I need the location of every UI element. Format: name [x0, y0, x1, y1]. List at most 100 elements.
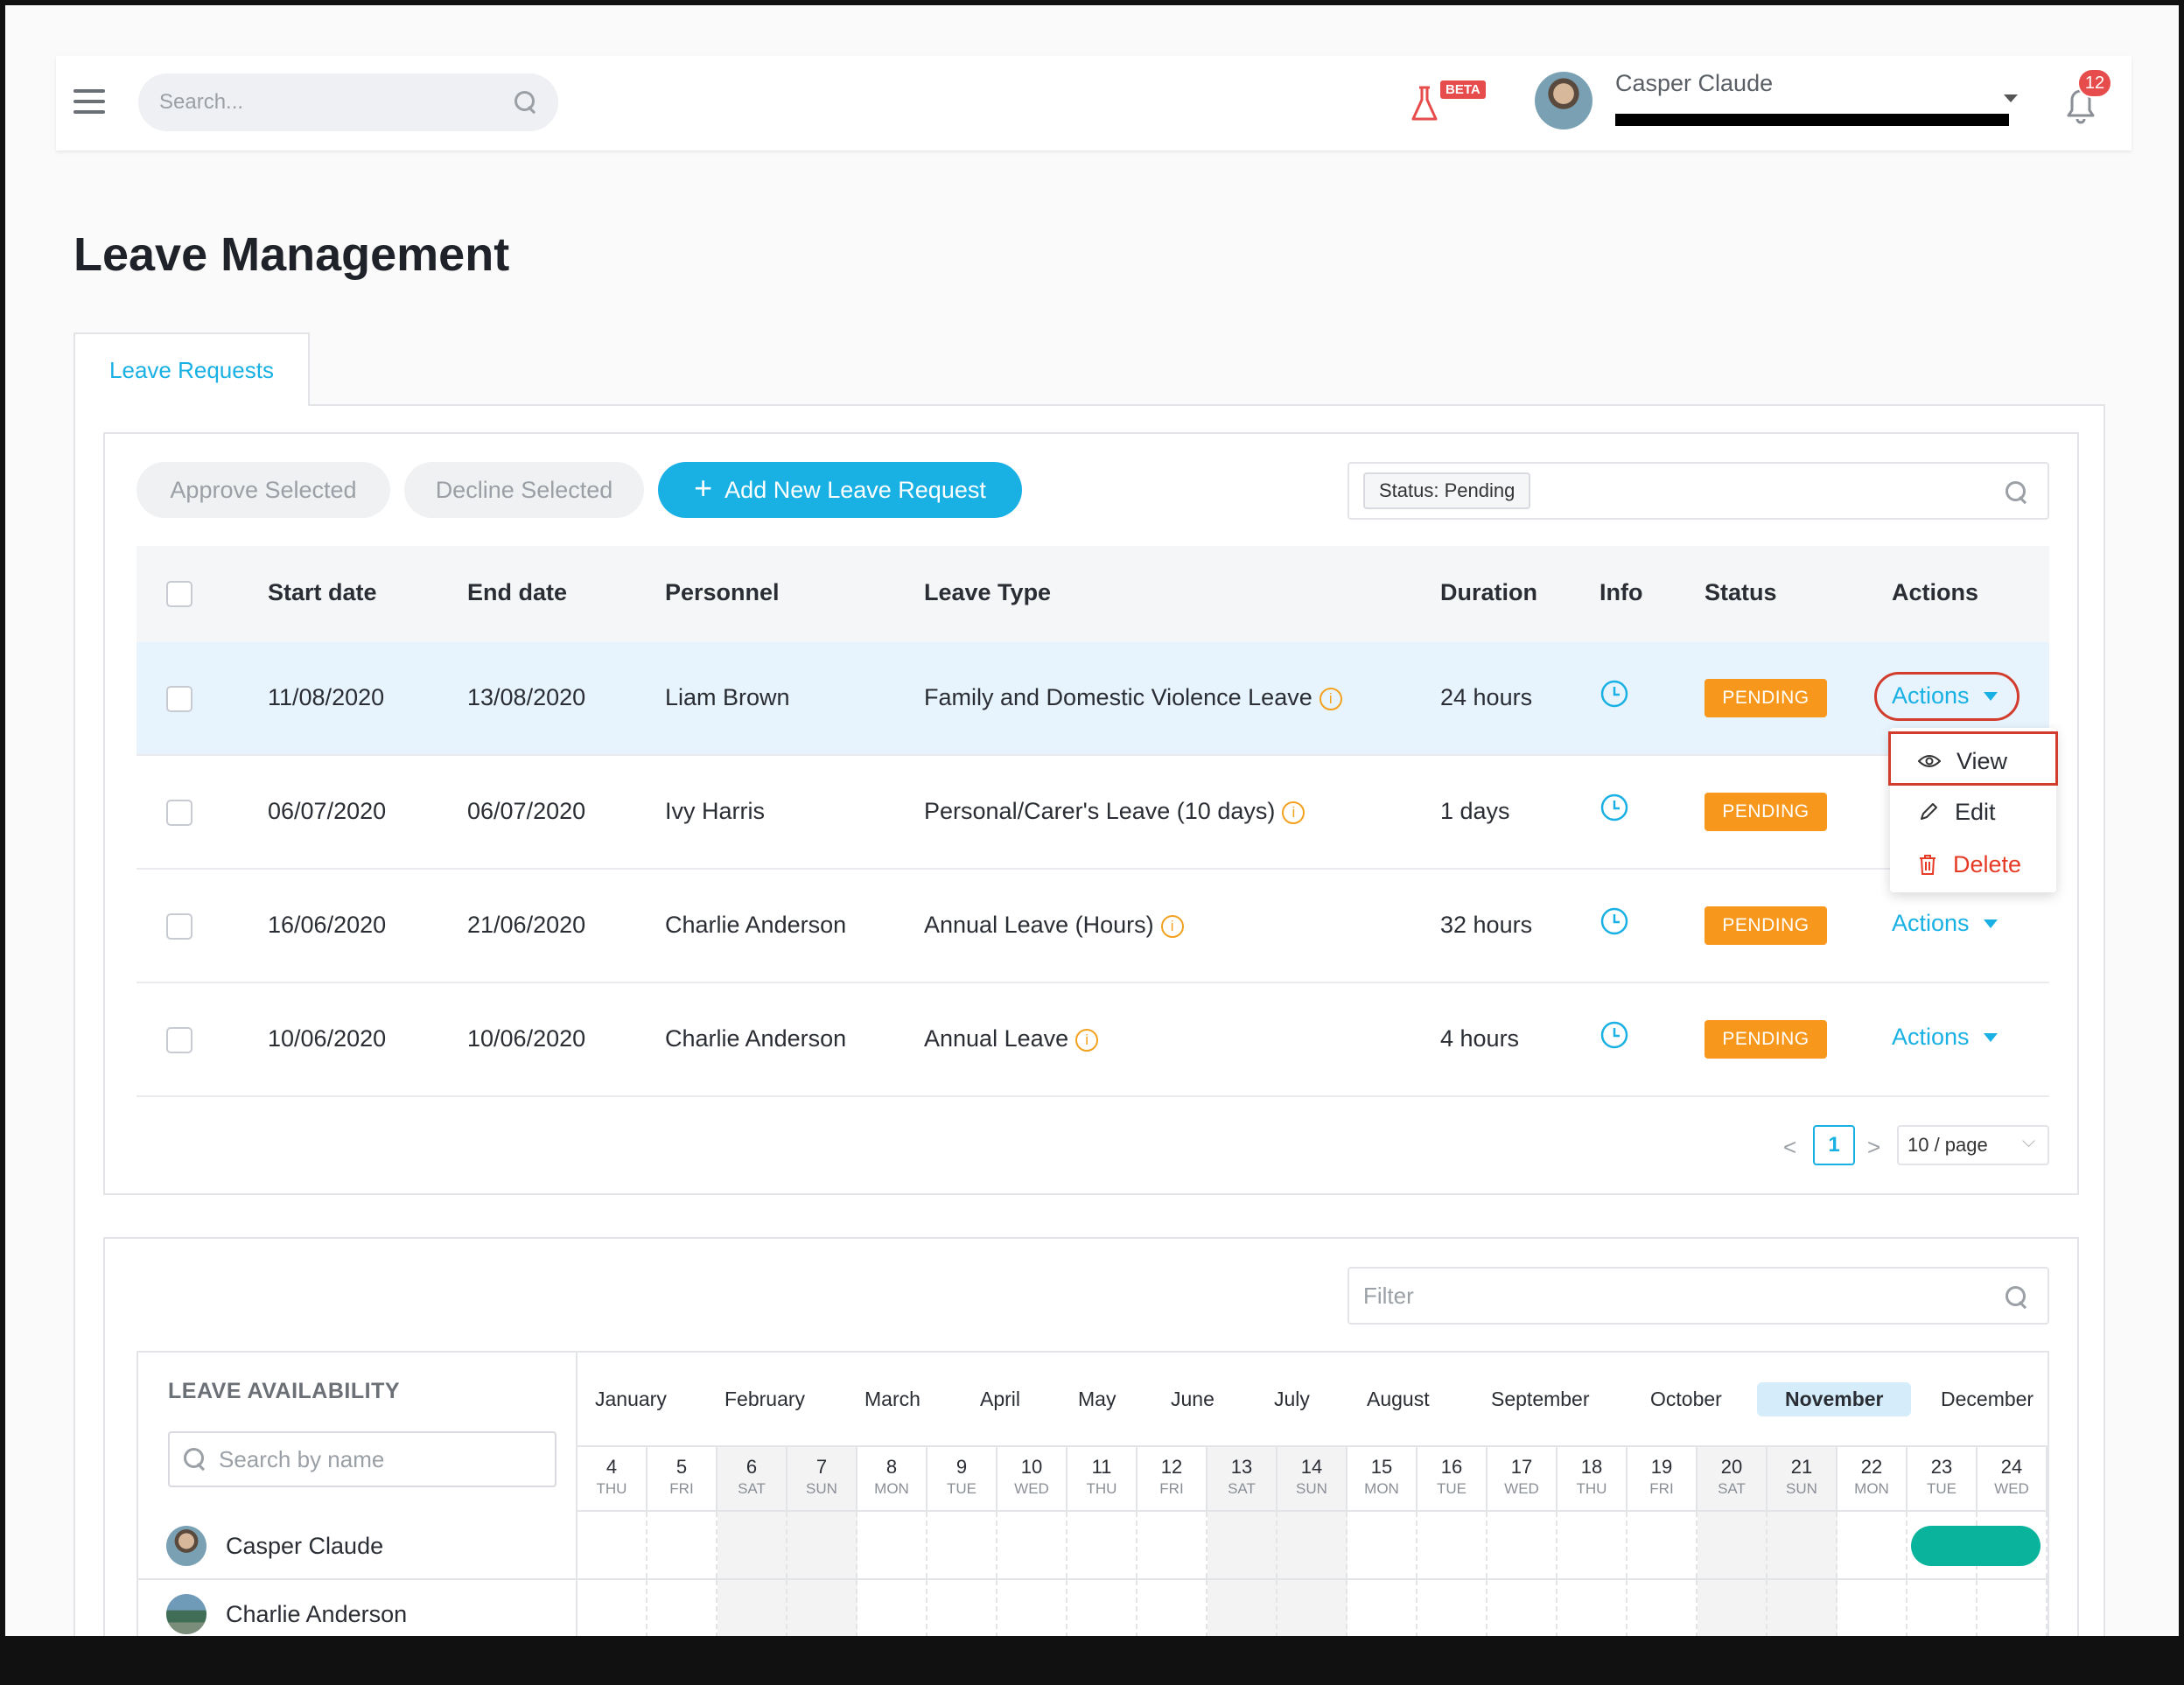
search-icon[interactable]	[2006, 1286, 2028, 1309]
month-tab[interactable]: February	[724, 1388, 806, 1410]
clock-icon[interactable]	[1600, 1020, 1629, 1050]
month-tab[interactable]: September	[1491, 1388, 1590, 1410]
add-leave-request-button[interactable]: + Add New Leave Request	[658, 462, 1022, 518]
table-row[interactable]: 10/06/2020 10/06/2020 Charlie Anderson A…	[136, 983, 2049, 1097]
col-leave-type[interactable]: Leave Type	[924, 579, 1052, 605]
availability-cell[interactable]	[718, 1580, 788, 1636]
availability-cell[interactable]	[1278, 1512, 1348, 1578]
availability-cell[interactable]	[1698, 1512, 1768, 1578]
availability-cell[interactable]	[858, 1580, 928, 1636]
actions-dropdown[interactable]: Actions	[1892, 910, 1998, 937]
availability-cell[interactable]	[1558, 1580, 1628, 1636]
info-icon[interactable]: i	[1075, 1029, 1099, 1052]
month-tab[interactable]: August	[1367, 1388, 1430, 1410]
approve-selected-button[interactable]: Approve Selected	[136, 462, 390, 518]
availability-cell[interactable]	[1838, 1580, 1908, 1636]
month-tab-active[interactable]: November	[1757, 1382, 1912, 1416]
month-tab[interactable]: December	[1941, 1388, 2034, 1410]
availability-cell[interactable]	[1908, 1580, 1978, 1636]
status-filter-tag[interactable]: Status: Pending	[1363, 472, 1531, 509]
availability-cell[interactable]	[1698, 1580, 1768, 1636]
clock-icon[interactable]	[1600, 793, 1629, 822]
table-row[interactable]: 16/06/2020 21/06/2020 Charlie Anderson A…	[136, 870, 2049, 983]
availability-cell[interactable]	[1978, 1580, 2048, 1636]
select-all-checkbox[interactable]	[166, 581, 192, 607]
availability-cell[interactable]	[1138, 1512, 1208, 1578]
availability-cell[interactable]	[1628, 1580, 1698, 1636]
availability-cell[interactable]	[1068, 1512, 1138, 1578]
info-icon[interactable]: i	[1282, 801, 1306, 824]
col-end-date[interactable]: End date	[467, 579, 568, 605]
availability-cell[interactable]	[788, 1512, 858, 1578]
availability-cell[interactable]	[1768, 1580, 1838, 1636]
search-icon[interactable]	[514, 91, 537, 114]
availability-cell[interactable]	[1488, 1580, 1558, 1636]
col-duration[interactable]: Duration	[1440, 579, 1537, 605]
availability-cell[interactable]	[1348, 1512, 1418, 1578]
info-icon[interactable]: i	[1319, 688, 1342, 710]
availability-cell[interactable]	[1418, 1580, 1488, 1636]
availability-cell[interactable]	[1278, 1580, 1348, 1636]
actions-dropdown[interactable]: Actions	[1892, 1024, 1998, 1051]
availability-cell[interactable]	[648, 1580, 718, 1636]
user-avatar[interactable]	[1535, 72, 1592, 129]
chevron-down-icon[interactable]	[2004, 94, 2018, 102]
row-checkbox[interactable]	[166, 686, 192, 712]
availability-cell[interactable]	[718, 1512, 788, 1578]
availability-cell[interactable]	[858, 1512, 928, 1578]
menu-item-delete[interactable]: Delete	[1890, 838, 2056, 891]
search-input[interactable]	[159, 90, 514, 115]
availability-filter[interactable]: Filter	[1348, 1267, 2049, 1325]
table-row[interactable]: 06/07/2020 06/07/2020 Ivy Harris Persona…	[136, 756, 2049, 870]
global-search[interactable]	[138, 73, 558, 131]
month-tab[interactable]: April	[980, 1388, 1021, 1410]
flask-icon[interactable]	[1409, 82, 1488, 126]
availability-cell[interactable]	[1208, 1580, 1278, 1636]
availability-cell[interactable]	[1138, 1580, 1208, 1636]
availability-cell[interactable]	[1628, 1512, 1698, 1578]
availability-cell[interactable]	[1558, 1512, 1628, 1578]
availability-cell[interactable]	[1418, 1512, 1488, 1578]
availability-cell[interactable]	[928, 1512, 998, 1578]
search-by-name-input[interactable]: Search by name	[168, 1431, 556, 1487]
info-icon[interactable]: i	[1160, 915, 1184, 938]
decline-selected-button[interactable]: Decline Selected	[404, 462, 644, 518]
availability-cell[interactable]	[1768, 1512, 1838, 1578]
status-filter-box[interactable]: Status: Pending	[1348, 462, 2049, 520]
availability-cell[interactable]	[1208, 1512, 1278, 1578]
pagination-current-page[interactable]: 1	[1813, 1125, 1855, 1165]
col-status[interactable]: Status	[1704, 579, 1777, 605]
availability-cell[interactable]	[1348, 1580, 1418, 1636]
month-tab[interactable]: May	[1078, 1388, 1116, 1410]
user-name[interactable]: Casper Claude	[1615, 70, 1774, 96]
availability-cell[interactable]	[1838, 1512, 1908, 1578]
availability-cell[interactable]	[998, 1512, 1068, 1578]
availability-cell[interactable]	[1978, 1512, 2048, 1578]
col-start-date[interactable]: Start date	[268, 579, 377, 605]
menu-icon[interactable]	[74, 89, 105, 115]
availability-cell[interactable]	[1068, 1580, 1138, 1636]
month-tab[interactable]: October	[1650, 1388, 1722, 1410]
month-tab[interactable]: June	[1171, 1388, 1214, 1410]
row-checkbox[interactable]	[166, 913, 192, 940]
search-icon[interactable]	[2006, 481, 2028, 504]
menu-item-edit[interactable]: Edit	[1890, 786, 2056, 838]
availability-cell[interactable]	[648, 1512, 718, 1578]
actions-dropdown[interactable]: Actions	[1892, 682, 1998, 710]
availability-cell[interactable]	[788, 1580, 858, 1636]
availability-cell[interactable]	[578, 1580, 648, 1636]
month-tab[interactable]: January	[595, 1388, 667, 1410]
next-page-icon[interactable]: >	[1867, 1134, 1881, 1160]
month-tab[interactable]: July	[1274, 1388, 1310, 1410]
table-row[interactable]: 11/08/2020 13/08/2020 Liam Brown Family …	[136, 642, 2049, 756]
row-checkbox[interactable]	[166, 800, 192, 826]
prev-page-icon[interactable]: <	[1783, 1134, 1797, 1160]
menu-item-view[interactable]: View	[1890, 735, 2056, 787]
availability-cell[interactable]	[928, 1580, 998, 1636]
availability-cell[interactable]	[578, 1512, 648, 1578]
clock-icon[interactable]	[1600, 679, 1629, 709]
page-size-select[interactable]: 10 / page	[1897, 1125, 2049, 1165]
month-tab[interactable]: March	[864, 1388, 920, 1410]
leave-bar[interactable]	[1911, 1526, 2040, 1566]
row-checkbox[interactable]	[166, 1027, 192, 1053]
